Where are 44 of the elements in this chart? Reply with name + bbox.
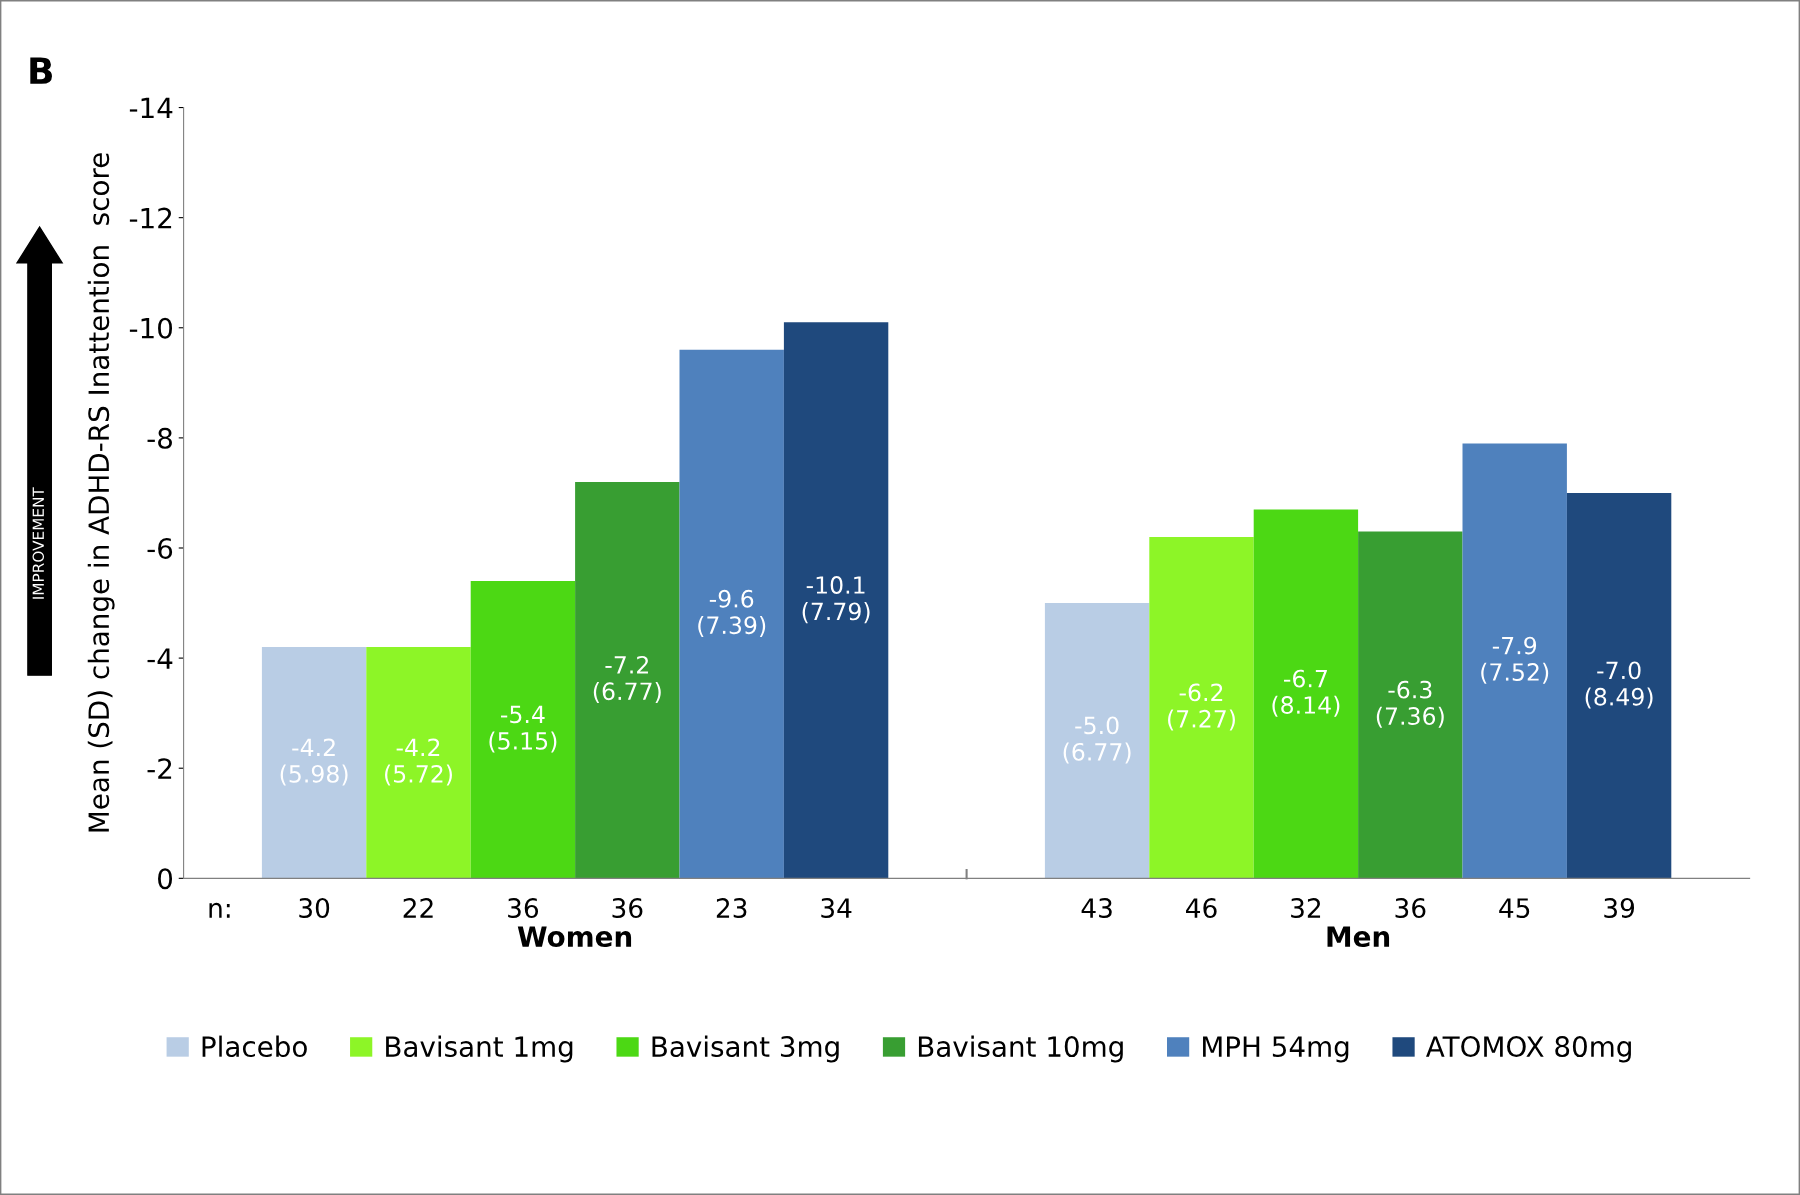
legend-label: ATOMOX 80mg <box>1426 1036 1631 1063</box>
data-label: -6.7 (8.14) <box>1272 669 1340 717</box>
y-tick-label: -4 <box>147 648 173 669</box>
text: 23 <box>716 898 747 919</box>
text: 36 <box>508 898 539 919</box>
y-tick-label: -8 <box>147 427 172 449</box>
text: 22 <box>403 898 433 918</box>
legend-label: Placebo <box>202 1035 307 1058</box>
data-label: -7.2 (6.77) <box>593 655 661 703</box>
data-label: -6.3 (7.36) <box>1376 680 1444 728</box>
text: 46 <box>1186 898 1217 919</box>
text: 43 <box>1081 898 1112 919</box>
y-tick-label: -6 <box>147 537 173 559</box>
data-label: -6.2 (7.27) <box>1168 683 1235 731</box>
text: IMPROVEMENT <box>32 487 45 599</box>
text: 36 <box>612 898 643 919</box>
legend-label: Bavisant 10mg <box>918 1035 1123 1063</box>
y-tick-label: -12 <box>129 207 172 229</box>
y-tick-label: -10 <box>129 317 173 339</box>
text: n: <box>209 902 230 918</box>
text: 30 <box>299 898 330 919</box>
data-label: -7.9 (7.52) <box>1481 636 1549 684</box>
data-label: -4.2 (5.72) <box>385 738 452 786</box>
text: 34 <box>821 898 852 919</box>
x-tick-label: Men <box>1327 926 1390 948</box>
y-tick-label: 0 <box>158 868 173 890</box>
chart-title: B <box>30 57 52 84</box>
text: 32 <box>1291 898 1321 919</box>
x-tick-label: Women <box>517 926 632 948</box>
data-label: -9.6 (7.39) <box>698 589 766 637</box>
text: 45 <box>1499 898 1530 919</box>
data-label: -10.1 (7.79) <box>802 576 870 624</box>
data-label: -7.0 (8.49) <box>1585 661 1653 709</box>
legend-label: Bavisant 3mg <box>652 1035 839 1063</box>
legend-label: MPH 54mg <box>1203 1036 1349 1063</box>
text: 36 <box>1395 898 1426 919</box>
y-tick-label: -14 <box>129 97 173 119</box>
legend-label: Bavisant 1mg <box>386 1035 573 1063</box>
text: 39 <box>1604 898 1635 919</box>
data-label: -4.2 (5.98) <box>280 738 348 786</box>
data-label: -5.4 (5.15) <box>489 705 557 753</box>
data-label: -5.0 (6.77) <box>1063 716 1131 764</box>
y-tick-label: -2 <box>147 758 172 779</box>
y-axis-title: Mean (SD) change in ADHD-RS Inattention score <box>87 153 115 832</box>
